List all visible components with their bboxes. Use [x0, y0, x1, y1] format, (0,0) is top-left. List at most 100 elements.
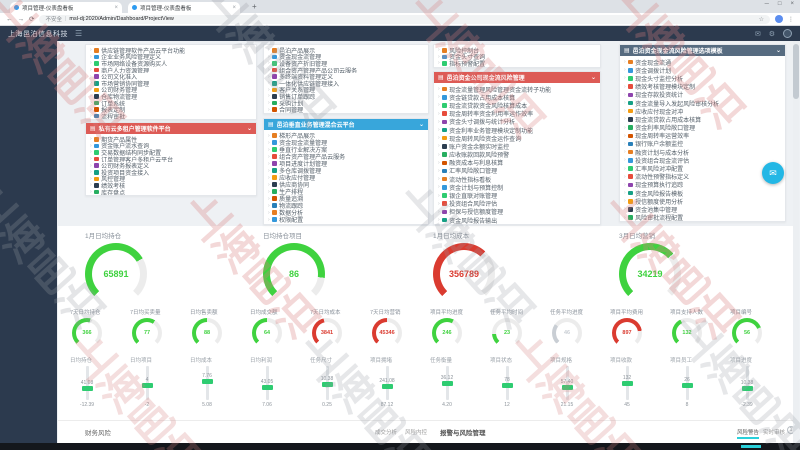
- list-item[interactable]: › 市场网络设备资源购买人: [90, 60, 252, 66]
- close-icon[interactable]: ×: [790, 1, 794, 7]
- list-item[interactable]: › 资金计划与预算控制: [438, 183, 596, 191]
- hamburger-icon[interactable]: ☰: [75, 29, 83, 38]
- list-item[interactable]: › 质量追溯: [268, 195, 424, 203]
- list-item[interactable]: › 市场营销协同管理: [90, 80, 252, 86]
- list-item[interactable]: › 资金现金流通: [624, 58, 781, 66]
- list-item[interactable]: › 指标预警配置: [438, 60, 596, 66]
- list-item[interactable]: › 采购计划: [268, 100, 424, 106]
- list-item[interactable]: › 现金预算执行追踪: [624, 181, 781, 189]
- list-item[interactable]: › 绩效考核管理模块定制: [624, 83, 781, 91]
- list-item[interactable]: › 仓库物流管理: [90, 93, 252, 99]
- browser-tab[interactable]: 项目管理-仪表盘看板 ×: [10, 2, 122, 13]
- slider-track[interactable]: [566, 366, 569, 400]
- list-item[interactable]: › 绩效考核: [90, 182, 252, 188]
- new-tab-button[interactable]: +: [252, 2, 257, 11]
- list-item[interactable]: › 资金账户流水查询: [90, 143, 252, 149]
- list-item[interactable]: › 流动性预警指标定义: [624, 173, 781, 181]
- app-logo[interactable]: 上海邑泊信息科技: [8, 30, 68, 38]
- slider-handle[interactable]: [322, 381, 333, 387]
- list-item[interactable]: › 资金利率业务管理模块定制功能: [438, 126, 596, 134]
- list-item[interactable]: › 资金头寸查询: [438, 54, 596, 60]
- list-item[interactable]: › 公司财务管理: [90, 87, 252, 93]
- url-input[interactable]: 不安全 | msl-dj:2020/Admin/Dashboard/Projec…: [39, 14, 770, 24]
- list-item[interactable]: › 订单系统: [90, 100, 252, 106]
- collapse-icon[interactable]: ⌄: [775, 48, 781, 54]
- list-item[interactable]: › 投资组合风险评估: [438, 200, 596, 208]
- footer-link-1[interactable]: 成交分析: [375, 430, 398, 436]
- slider-track[interactable]: [386, 366, 389, 400]
- footer-link-2[interactable]: 风险内控: [405, 430, 428, 436]
- panel-header[interactable]: ▤ 私有云多租户管理软件平台 ⌄: [86, 123, 256, 134]
- list-item[interactable]: › 资金池集中管理: [624, 205, 781, 213]
- list-item[interactable]: › 授信额度使用分析: [624, 197, 781, 205]
- slider-handle[interactable]: [742, 386, 753, 392]
- list-item[interactable]: › 应收账款回款风险预警: [438, 151, 596, 159]
- list-item[interactable]: › 投资项目资金接入: [90, 169, 252, 175]
- list-item[interactable]: › 现金存款投资统计: [624, 91, 781, 99]
- maximize-icon[interactable]: □: [777, 1, 782, 7]
- slider-track[interactable]: [266, 366, 269, 400]
- list-item[interactable]: › 担保与授信额度管理: [438, 208, 596, 216]
- reload-icon[interactable]: ⟳: [29, 16, 35, 23]
- browser-tab[interactable]: 项目管理-仪表盘看板 ×: [128, 2, 240, 13]
- list-item[interactable]: › 资金头寸调拨与统计分析: [438, 118, 596, 126]
- list-item[interactable]: › 商户人力资源管理: [90, 67, 252, 73]
- footer-tab-risk-warning[interactable]: 风险警告: [737, 430, 760, 436]
- list-item[interactable]: › 账户资金余额实时监控: [438, 142, 596, 150]
- slider-handle[interactable]: [382, 383, 393, 389]
- list-item[interactable]: › 公司财务报表定义: [90, 162, 252, 169]
- close-icon[interactable]: ×: [232, 4, 236, 11]
- gear-icon[interactable]: ⚙: [768, 30, 775, 38]
- list-item[interactable]: › 银行账户余额监控: [624, 140, 781, 148]
- list-item[interactable]: › 发票管理: [268, 113, 424, 114]
- list-item[interactable]: › 权限配置: [268, 216, 424, 224]
- scrollbar-thumb[interactable]: [793, 44, 799, 99]
- list-item[interactable]: › 项目进度计划管理: [268, 160, 424, 168]
- list-item[interactable]: › 企业业务风险管理定义: [90, 54, 252, 60]
- slider-track[interactable]: [146, 366, 149, 400]
- list-item[interactable]: › 融资成本与利息核算: [438, 159, 596, 167]
- list-item[interactable]: › 资金现金流量管理: [268, 139, 424, 147]
- collapse-icon[interactable]: ⌄: [418, 122, 424, 128]
- list-item[interactable]: › 现金周转风险资金运作查询: [438, 134, 596, 142]
- list-item[interactable]: › 汇率风险敞口管理: [438, 167, 596, 175]
- list-item[interactable]: › 供应商协同: [268, 181, 424, 189]
- list-item[interactable]: › 流程审批: [90, 113, 252, 119]
- slider-track[interactable]: [686, 366, 689, 400]
- collapse-icon[interactable]: ⌄: [590, 75, 596, 81]
- list-item[interactable]: › 邑泊产品展示: [268, 47, 424, 53]
- slider-handle[interactable]: [682, 383, 693, 389]
- list-item[interactable]: › 客户关系管理: [268, 87, 424, 93]
- slider-handle[interactable]: [142, 383, 153, 389]
- list-item[interactable]: › 供应链管理软件产品云平台功能: [90, 47, 252, 53]
- list-item[interactable]: › 生产排程: [268, 188, 424, 196]
- list-item[interactable]: › 应收应付管理: [268, 174, 424, 182]
- list-item[interactable]: › 交易数据结构同步配置: [90, 149, 252, 155]
- list-item[interactable]: › 设备资产折旧管理: [268, 60, 424, 66]
- browser-menu-icon[interactable]: ⋮: [788, 16, 794, 23]
- back-icon[interactable]: ←: [6, 15, 13, 23]
- close-icon[interactable]: ×: [114, 4, 118, 11]
- list-item[interactable]: › 现金流贷款资金风险核算成本: [438, 101, 596, 109]
- panel-header[interactable]: ▤ 邑泊资金公司现金流风险管理 ⌄: [434, 72, 600, 83]
- list-item[interactable]: › 资金利率风险敞口管理: [624, 124, 781, 132]
- sidebar[interactable]: [0, 41, 57, 444]
- list-item[interactable]: › 投资组合现金流评估: [624, 156, 781, 164]
- list-item[interactable]: › 合同管理: [268, 106, 424, 113]
- list-item[interactable]: › 风控管理: [90, 176, 252, 182]
- list-item[interactable]: › 订单管理客户多租户云平台: [90, 156, 252, 162]
- url-text[interactable]: msl-dj:2020/Admin/Dashboard/ProjectView: [69, 16, 174, 22]
- scrollbar-track[interactable]: [793, 41, 799, 444]
- slider-handle[interactable]: [442, 380, 453, 386]
- mail-icon[interactable]: ✉: [754, 30, 761, 38]
- security-chip[interactable]: 不安全: [45, 17, 62, 23]
- list-item[interactable]: › 资金调拨计划: [624, 66, 781, 74]
- list-item[interactable]: › 多终端资料管理定义: [268, 73, 424, 80]
- list-item[interactable]: › 组合资产管理产品云服务: [268, 153, 424, 161]
- list-item[interactable]: › 梯形产品展示: [268, 132, 424, 140]
- list-item[interactable]: › 资金链贷款占用成本核算: [438, 93, 596, 101]
- list-item[interactable]: › 应收应付现金对冲: [624, 107, 781, 115]
- list-item[interactable]: › 库存盘点: [90, 189, 252, 195]
- slider-handle[interactable]: [562, 384, 573, 390]
- list-item[interactable]: › 资金风险报告输出: [438, 216, 596, 224]
